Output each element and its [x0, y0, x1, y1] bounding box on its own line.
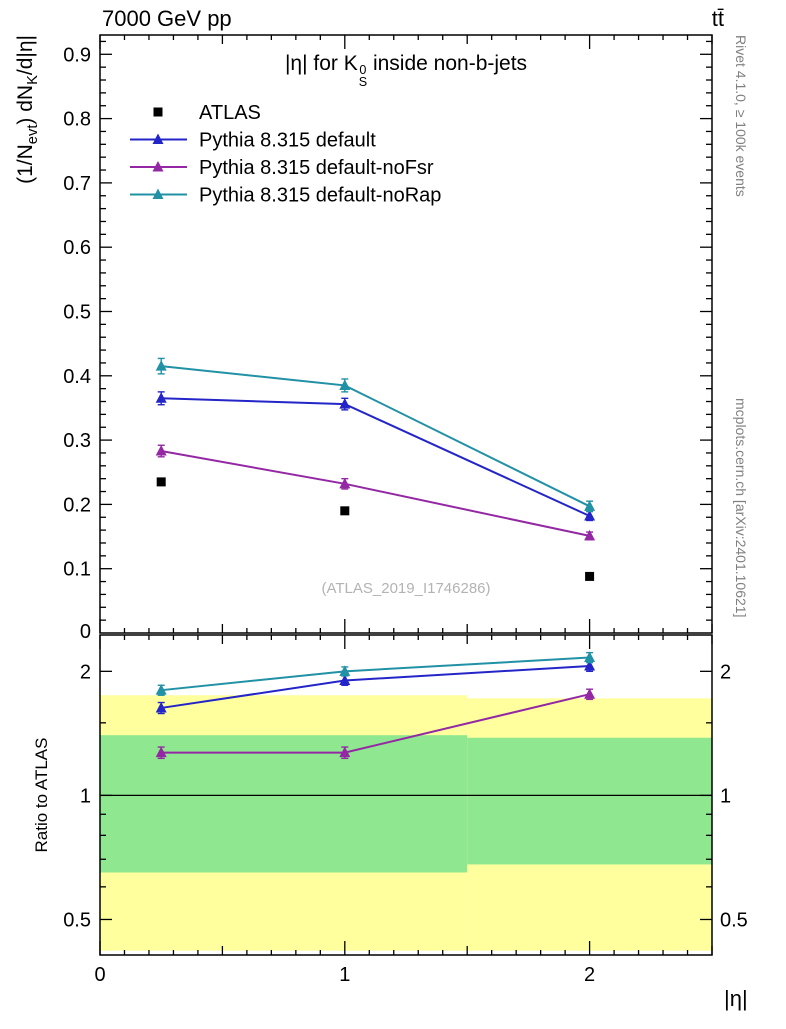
uncertainty-band: [100, 735, 468, 873]
y-tick-label: 0.7: [63, 173, 91, 195]
data-point-triangle: [584, 660, 596, 671]
data-point-triangle: [339, 398, 351, 409]
data-point-triangle: [155, 684, 167, 695]
data-point-triangle: [339, 665, 351, 676]
analysis-id-watermark: (ATLAS_2019_I1746286): [321, 580, 491, 597]
series-line: [161, 450, 590, 537]
data-point-triangle: [155, 445, 167, 456]
y-tick-label: 0.3: [63, 430, 91, 452]
ratio-tick-label: 1: [80, 785, 91, 807]
ratio-tick-label: 2: [80, 661, 91, 683]
y-tick-label: 0.2: [63, 494, 91, 516]
data-point-triangle: [584, 509, 596, 521]
ratio-tick-label-right: 0.5: [720, 909, 748, 931]
legend-label: ATLAS: [199, 102, 261, 124]
data-point-triangle: [339, 674, 351, 686]
data-point-square: [585, 571, 595, 581]
x-tick-label: 0: [94, 964, 105, 986]
data-point-triangle: [584, 500, 596, 511]
legend-label: Pythia 8.315 default-noRap: [199, 185, 441, 207]
data-point-triangle: [155, 392, 167, 403]
legend-label: Pythia 8.315 default: [199, 130, 376, 152]
y-tick-label: 0.1: [63, 559, 91, 581]
data-point-triangle: [152, 161, 164, 172]
y-tick-label: 0.6: [63, 237, 91, 259]
mcplots-credit-label: mcplots.cern.ch [arXiv:2401.10621]: [733, 398, 749, 618]
data-point-triangle: [152, 188, 164, 199]
x-axis-label: |η|: [724, 986, 748, 1011]
beam-energy-label: 7000 GeV pp: [102, 6, 232, 31]
y-tick-label: 0.9: [63, 44, 91, 66]
data-point-triangle: [155, 360, 167, 371]
series-line: [161, 365, 591, 508]
data-point-triangle: [339, 379, 351, 390]
data-point-triangle: [155, 746, 167, 758]
ratio-tick-label-right: 2: [720, 661, 731, 683]
uncertainty-band: [467, 737, 712, 865]
data-point-triangle: [339, 477, 351, 489]
data-point-triangle: [584, 688, 596, 699]
ratio-series-line: [161, 656, 590, 692]
data-point-square: [153, 107, 163, 117]
y-tick-label: 0.8: [63, 109, 91, 131]
data-point-triangle: [584, 529, 596, 541]
rivet-version-label: Rivet 4.1.0, ≥ 100k events: [733, 35, 749, 197]
data-point-triangle: [339, 746, 351, 758]
y-tick-label: 0.4: [63, 366, 91, 388]
y-axis-label: (1/Nevt) dNK/d|η|: [14, 35, 42, 184]
ratio-y-axis-label: Ratio to ATLAS: [32, 737, 51, 853]
data-point-triangle: [152, 133, 164, 144]
y-tick-label: 0.5: [63, 301, 91, 323]
data-point-triangle: [155, 701, 167, 713]
plot-title-text: inside non-b-jets: [367, 52, 528, 75]
data-point-square: [156, 477, 166, 487]
ratio-tick-label-right: 1: [720, 785, 731, 807]
data-point-triangle: [584, 651, 596, 663]
series-line: [161, 397, 591, 517]
x-tick-label: 2: [584, 964, 595, 986]
process-label: tt̄: [711, 6, 724, 31]
y-tick-label: 0: [80, 621, 91, 643]
data-point-square: [340, 506, 350, 516]
x-tick-label: 1: [339, 964, 350, 986]
plot-title-text: |η| for K: [284, 52, 358, 75]
ratio-tick-label: 0.5: [63, 909, 91, 931]
legend-label: Pythia 8.315 default-noFsr: [199, 157, 434, 179]
subscript: S: [358, 75, 368, 90]
main-panel-frame: [99, 34, 713, 634]
superscript: 0: [359, 62, 367, 77]
